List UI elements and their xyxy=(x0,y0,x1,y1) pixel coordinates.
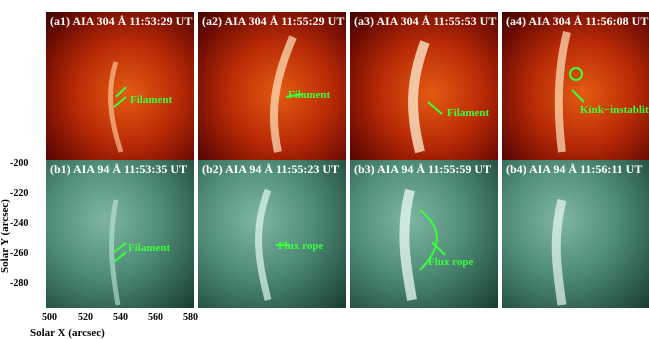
x-tick: 540 xyxy=(113,312,128,323)
y-tick: -200 xyxy=(10,158,29,169)
panel-title: (a1) AIA 304 Å 11:53:29 UT xyxy=(50,14,193,28)
x-axis-label: Solar X (arcsec) xyxy=(30,327,105,339)
x-tick: 580 xyxy=(183,312,198,323)
panel-b2: (b2) AIA 94 Å 11:55:23 UT Flux rope xyxy=(198,160,346,308)
y-tick: -260 xyxy=(10,248,29,259)
panel-title: (b1) AIA 94 Å 11:53:35 UT xyxy=(50,162,188,176)
x-tick: 500 xyxy=(42,312,57,323)
panel-b4: (b4) AIA 94 Å 11:56:11 UT xyxy=(502,160,649,308)
filament-structure xyxy=(408,40,443,154)
panel-a3: (a3) AIA 304 Å 11:55:53 UT Filament xyxy=(350,12,498,160)
filament-structure xyxy=(109,199,127,306)
filament-structure xyxy=(269,35,304,153)
x-tick: 520 xyxy=(78,312,93,323)
panel-b1: (b1) AIA 94 Å 11:53:35 UT Filament xyxy=(46,160,194,308)
y-tick: -240 xyxy=(10,218,29,229)
y-tick: -220 xyxy=(10,188,29,199)
annotation-flux-rope: Flux rope xyxy=(428,256,474,268)
panel-a4: (a4) AIA 304 Å 11:56:08 UT Kink−instabli… xyxy=(502,12,649,160)
annotation-kink-instability: Kink−instablity xyxy=(580,104,649,116)
annotation-filament: Filament xyxy=(128,242,171,254)
y-axis-label: Solar Y (arcsec) xyxy=(0,199,11,273)
panel-title: (a4) AIA 304 Å 11:56:08 UT xyxy=(506,14,649,28)
panel-title: (b2) AIA 94 Å 11:55:23 UT xyxy=(202,162,340,176)
filament-structure xyxy=(108,61,127,153)
flux-rope-structure xyxy=(551,198,567,306)
x-tick: 560 xyxy=(148,312,163,323)
annotation-filament: Filament xyxy=(130,94,173,106)
flux-rope-structure xyxy=(255,188,290,301)
panel-b3: (b3) AIA 94 Å 11:55:59 UT Flux rope xyxy=(350,160,498,308)
panel-a1: (a1) AIA 304 Å 11:53:29 UT Filament xyxy=(46,12,194,160)
panel-title: (b3) AIA 94 Å 11:55:59 UT xyxy=(354,162,492,176)
panel-title: (a3) AIA 304 Å 11:55:53 UT xyxy=(354,14,497,28)
annotation-filament: Filament xyxy=(288,89,331,101)
panel-title: (a2) AIA 304 Å 11:55:29 UT xyxy=(202,14,345,28)
flux-rope-structure xyxy=(399,188,446,301)
panel-a2: (a2) AIA 304 Å 11:55:29 UT Filament xyxy=(198,12,346,160)
panel-title: (b4) AIA 94 Å 11:56:11 UT xyxy=(506,162,643,176)
annotation-flux-rope: Flux rope xyxy=(278,240,324,252)
filament-structure xyxy=(554,31,585,153)
annotation-filament: Filament xyxy=(447,107,490,119)
y-tick: -280 xyxy=(10,278,29,289)
